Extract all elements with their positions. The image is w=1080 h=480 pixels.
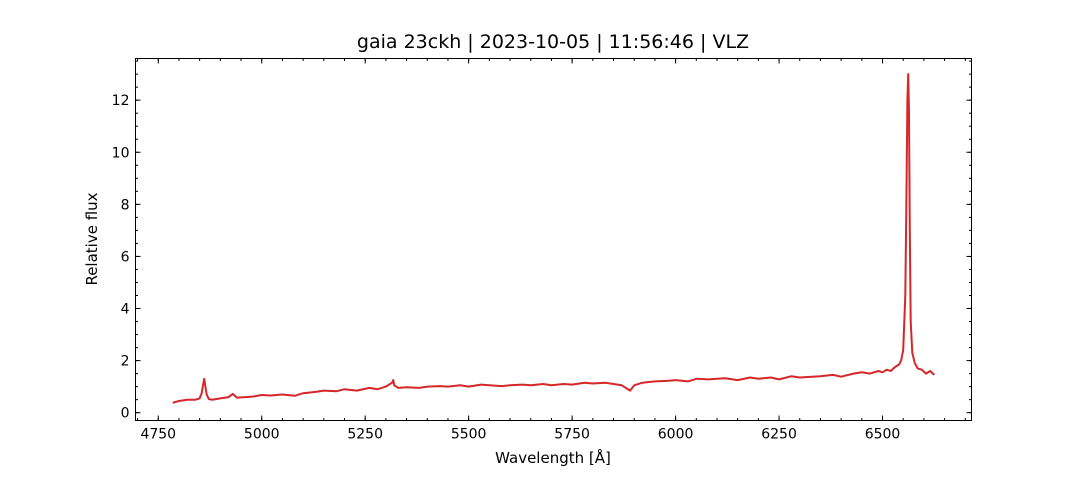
x-tick-label: 6500: [865, 427, 901, 443]
y-tick-label: 6: [121, 249, 130, 265]
y-tick-label: 8: [121, 197, 130, 213]
chart-title: gaia 23ckh | 2023-10-05 | 11:56:46 | VLZ: [357, 31, 749, 53]
x-tick-label: 6250: [761, 427, 797, 443]
x-tick-label: 4750: [140, 427, 176, 443]
y-axis-label: Relative flux: [83, 192, 101, 285]
axis-ticks: [135, 58, 972, 421]
y-tick-label: 2: [121, 354, 130, 370]
y-tick-label: 12: [112, 93, 130, 109]
x-tick-label: 5250: [347, 427, 383, 443]
tick-labels: 4750 5000 5250 5500 5750 6000 6250 6500 0 2 4 6 8 10 1…: [112, 93, 901, 442]
x-tick-label: 5500: [451, 427, 487, 443]
series-line: [172, 73, 935, 404]
x-tick-label: 6000: [658, 427, 694, 443]
x-tick-label: 5750: [554, 427, 590, 443]
x-axis-label: Wavelength [Å]: [495, 448, 611, 467]
plot-frame: [135, 58, 972, 421]
y-tick-label: 4: [121, 302, 130, 318]
y-tick-label: 10: [112, 145, 130, 161]
plot-area: [172, 73, 935, 404]
x-tick-label: 5000: [244, 427, 280, 443]
y-tick-label: 0: [121, 406, 130, 422]
